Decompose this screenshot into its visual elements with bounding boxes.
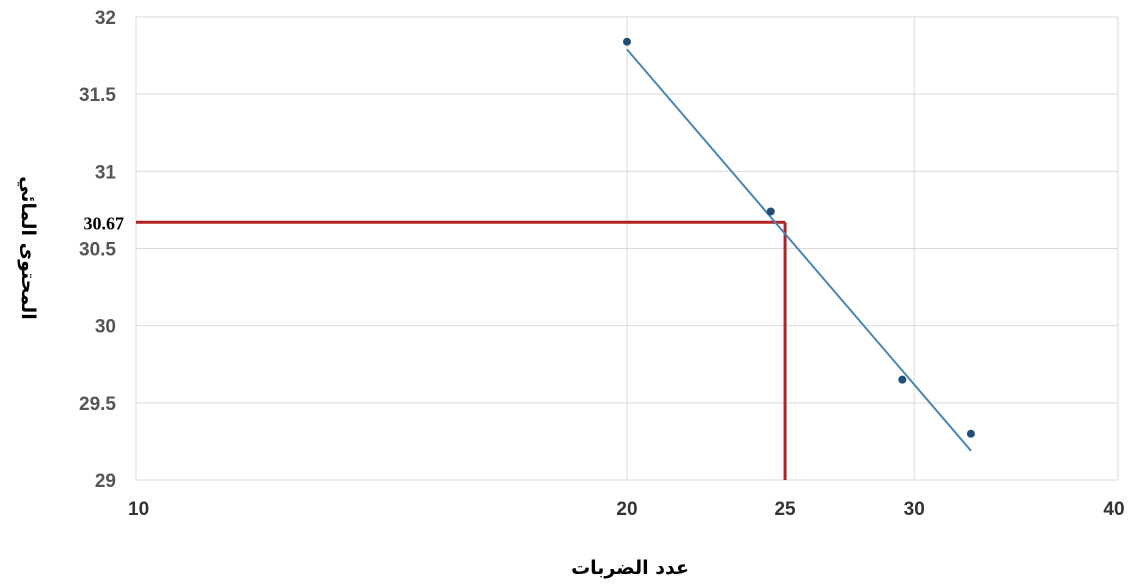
grid <box>135 16 1119 481</box>
y-tick-label-3: 30.5 <box>79 240 116 261</box>
y-tick-label-6: 32 <box>95 8 116 29</box>
reference-lines: 30.67 <box>84 213 787 480</box>
y-tick-labels: 29 29.5 30 30.5 31 31.5 32 <box>79 8 116 492</box>
x-tick-labels: 10 20 25 30 40 <box>128 499 1125 520</box>
y-tick-label-2: 30 <box>95 317 116 338</box>
x-tick-label-0: 10 <box>128 499 149 520</box>
x-tick-label-4: 40 <box>1103 499 1124 520</box>
data-point-0 <box>623 37 631 46</box>
trendline <box>626 48 972 452</box>
reference-value-label: 30.67 <box>84 213 125 233</box>
y-axis-title: المحتوى المائي <box>17 176 39 320</box>
data-points <box>623 37 975 438</box>
data-point-1 <box>766 207 775 216</box>
y-tick-label-1: 29.5 <box>79 394 116 415</box>
data-point-3 <box>966 429 975 438</box>
x-tick-label-3: 30 <box>904 499 925 520</box>
y-tick-label-0: 29 <box>95 471 116 492</box>
x-tick-label-1: 20 <box>616 499 637 520</box>
y-tick-label-4: 31 <box>95 162 117 183</box>
x-tick-label-2: 25 <box>774 499 796 520</box>
data-point-2 <box>898 375 907 384</box>
x-axis-title: عدد الضربات <box>571 557 689 579</box>
y-tick-label-5: 31.5 <box>79 85 116 106</box>
trendline-layer <box>626 48 972 452</box>
